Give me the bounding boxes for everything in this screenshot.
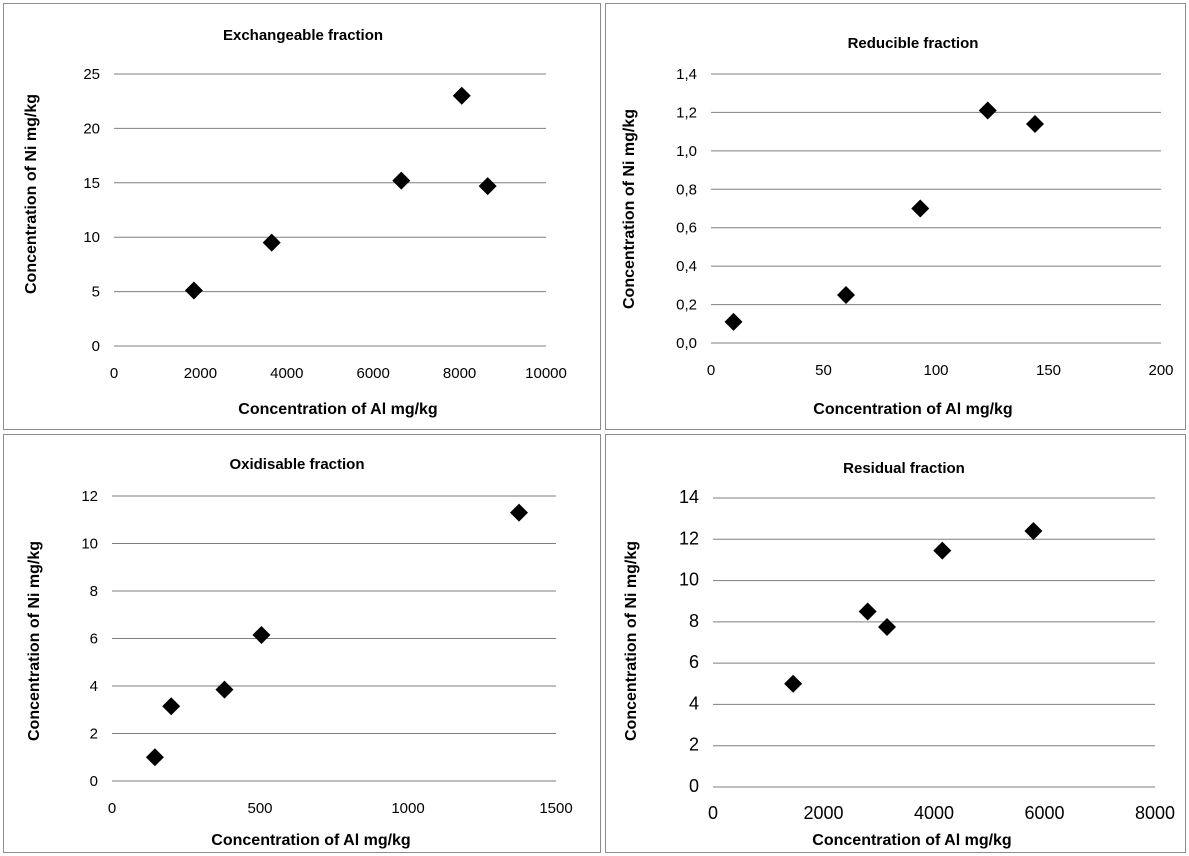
- y-tick-label: 6: [90, 631, 98, 648]
- chart-title: Reducible fraction: [848, 35, 979, 52]
- y-tick-label: 0,0: [676, 335, 697, 352]
- y-tick-label: 12: [81, 488, 98, 505]
- y-tick-label: 0: [689, 776, 699, 796]
- x-tick-label: 0: [708, 803, 718, 823]
- y-axis-title: Concentration of Ni mg/kg: [26, 541, 43, 741]
- chart-panel-oxidisable: Oxidisable fraction Concentration of Al …: [3, 434, 601, 853]
- data-point: [162, 697, 181, 716]
- data-point: [145, 748, 164, 767]
- plot-area: 0 2 4 6 8 10 12 0 500 1000 1500: [81, 488, 572, 817]
- y-tick-label: 15: [83, 175, 100, 192]
- y-tick-label: 4: [689, 693, 699, 713]
- plot-area: 0,0 0,2 0,4 0,6 0,8 1,0 1,2 1,4 0 50 100 150 200: [676, 66, 1173, 379]
- data-point: [724, 312, 743, 331]
- y-tick-label: 14: [679, 487, 699, 507]
- x-tick-label: 1500: [539, 800, 572, 817]
- data-point: [392, 171, 411, 190]
- data-point: [184, 281, 203, 300]
- y-tick-label: 10: [679, 570, 699, 590]
- y-tick-label: 20: [83, 120, 100, 137]
- y-tick-label: 2: [90, 726, 98, 743]
- data-point: [978, 101, 997, 120]
- data-point: [858, 602, 877, 621]
- data-point: [252, 625, 271, 644]
- y-tick-label: 0,2: [676, 297, 697, 314]
- chart-title: Exchangeable fraction: [223, 27, 383, 44]
- y-axis-title: Concentration of Ni mg/kg: [23, 94, 40, 294]
- data-point: [911, 199, 930, 218]
- plot-area: 0 5 10 15 20 25 0 2000 4000 6000 8000 10000: [83, 66, 567, 382]
- data-point: [837, 285, 855, 304]
- x-axis-title: Concentration of Al mg/kg: [812, 832, 1011, 849]
- data-point: [878, 618, 897, 637]
- x-axis-title: Concentration of Al mg/kg: [813, 401, 1012, 418]
- x-tick-label: 4000: [270, 365, 303, 382]
- y-tick-label: 5: [92, 284, 100, 301]
- y-tick-label: 10: [83, 229, 100, 246]
- chart-exchangeable: Exchangeable fraction Concentration of A…: [23, 27, 567, 418]
- y-tick-label: 1,4: [676, 66, 697, 83]
- x-tick-label: 6000: [357, 365, 390, 382]
- data-point: [1024, 522, 1043, 541]
- y-tick-label: 1,2: [676, 104, 697, 121]
- x-tick-label: 50: [815, 362, 832, 379]
- chart-residual: Residual fraction Concentration of Al mg…: [623, 460, 1175, 849]
- y-tick-label: 0: [90, 773, 98, 790]
- y-tick-label: 25: [83, 66, 100, 83]
- x-tick-label: 2000: [184, 365, 217, 382]
- x-tick-label: 2000: [803, 803, 843, 823]
- x-tick-label: 0: [108, 800, 116, 817]
- chart-panel-residual: Residual fraction Concentration of Al mg…: [605, 434, 1186, 853]
- data-point: [933, 541, 952, 560]
- data-point: [478, 177, 497, 196]
- chart-title: Oxidisable fraction: [229, 456, 364, 473]
- y-tick-label: 8: [90, 583, 98, 600]
- y-tick-label: 10: [81, 536, 98, 553]
- x-tick-label: 200: [1148, 362, 1173, 379]
- chart-panel-exchangeable: Exchangeable fraction Concentration of A…: [3, 3, 601, 430]
- y-tick-label: 6: [689, 652, 699, 672]
- plot-area: 0 2 4 6 8 10 12 14 0 2000 4000 6000 8000: [679, 487, 1175, 823]
- data-point: [452, 86, 471, 105]
- data-point: [215, 680, 234, 699]
- chart-panel-reducible: Reducible fraction Concentration of Al m…: [605, 3, 1186, 430]
- data-point: [1026, 114, 1044, 133]
- data-point: [262, 233, 281, 252]
- x-tick-label: 1000: [391, 800, 424, 817]
- x-tick-label: 6000: [1024, 803, 1064, 823]
- y-axis-title: Concentration of Ni mg/kg: [621, 109, 638, 309]
- y-tick-label: 0,4: [676, 258, 697, 275]
- chart-oxidisable: Oxidisable fraction Concentration of Al …: [26, 456, 573, 849]
- x-axis-title: Concentration of Al mg/kg: [211, 832, 410, 849]
- y-tick-label: 2: [689, 735, 699, 755]
- chart-reducible: Reducible fraction Concentration of Al m…: [621, 35, 1174, 418]
- data-point: [784, 674, 803, 693]
- x-tick-label: 10000: [525, 365, 567, 382]
- x-tick-label: 150: [1036, 362, 1061, 379]
- x-tick-label: 0: [707, 362, 715, 379]
- x-tick-label: 500: [247, 800, 272, 817]
- x-tick-label: 8000: [1135, 803, 1175, 823]
- y-tick-label: 1,0: [676, 143, 697, 160]
- x-tick-label: 4000: [914, 803, 954, 823]
- y-axis-title: Concentration of Ni mg/kg: [623, 541, 640, 741]
- y-tick-label: 0: [92, 338, 100, 355]
- x-tick-label: 100: [923, 362, 948, 379]
- x-tick-label: 0: [110, 365, 118, 382]
- x-axis-title: Concentration of Al mg/kg: [238, 401, 437, 418]
- y-tick-label: 8: [689, 611, 699, 631]
- y-tick-label: 4: [90, 678, 98, 695]
- y-tick-label: 0,8: [676, 181, 697, 198]
- chart-title: Residual fraction: [843, 460, 965, 477]
- data-point: [510, 503, 528, 522]
- y-tick-label: 0,6: [676, 220, 697, 237]
- y-tick-label: 12: [679, 528, 699, 548]
- x-tick-label: 8000: [443, 365, 476, 382]
